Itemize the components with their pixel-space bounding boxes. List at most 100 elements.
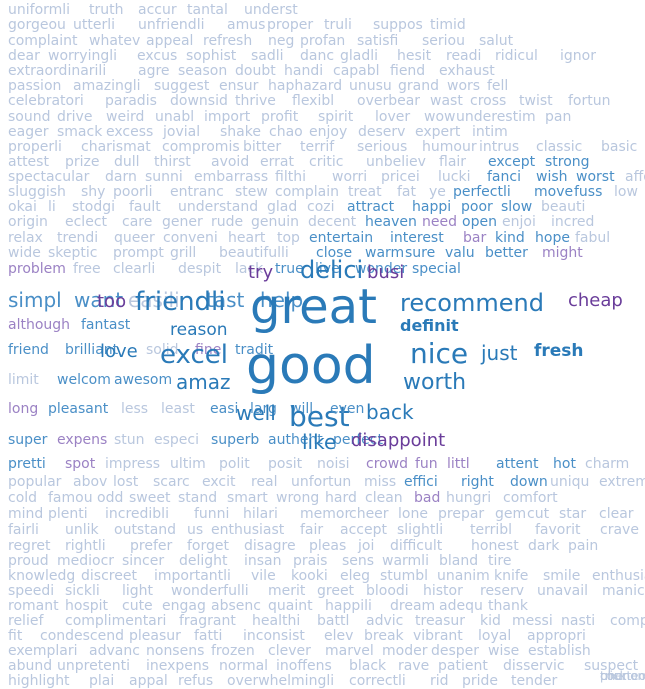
word-understand: understand <box>178 199 259 215</box>
word-appropri: appropri <box>527 628 586 644</box>
word-tantal: tantal <box>187 2 228 18</box>
word-thrive: thrive <box>235 93 276 109</box>
word-worri: worri <box>332 169 368 185</box>
word-suspect: suspect <box>584 658 639 674</box>
word-sadli: sadli <box>251 48 284 64</box>
word-rude: rude <box>211 214 244 230</box>
word-slow: slow <box>501 199 533 215</box>
word-fragrant: fragrant <box>179 613 236 629</box>
word-especi: especi <box>154 432 199 448</box>
word-healthi: healthi <box>252 613 301 629</box>
word-smile: smile <box>543 568 581 584</box>
word-easili: easili <box>128 288 180 312</box>
word-open: open <box>462 214 497 230</box>
word-extrem: extrem <box>599 474 645 490</box>
word-smack: smack <box>57 124 103 140</box>
word-fatti: fatti <box>194 628 223 644</box>
word-lover: lover <box>375 109 411 125</box>
word-delight: delight <box>179 553 228 569</box>
word-weird: weird <box>106 109 145 125</box>
word-incred: incred <box>551 214 595 230</box>
word-despit: despit <box>178 261 222 277</box>
word-manic: manic <box>602 583 645 599</box>
word-chao: chao <box>269 124 303 140</box>
word-bitter: bitter <box>243 139 282 155</box>
word-live: live <box>315 261 340 277</box>
word-right: right <box>461 474 494 490</box>
word-danc: danc <box>300 48 335 64</box>
word-spot: spot <box>65 456 96 472</box>
word-unlik: unlik <box>65 522 99 538</box>
word-okai: okai <box>8 199 37 215</box>
word-might: might <box>542 245 583 261</box>
word-hesit: hesit <box>397 48 432 64</box>
word-serious: serious <box>357 139 408 155</box>
word-stand: stand <box>178 490 218 506</box>
word-well: well <box>236 401 276 425</box>
word-jovial: jovial <box>163 124 201 140</box>
word-recommend: recommend <box>400 289 544 317</box>
word-thirst: thirst <box>154 154 191 170</box>
word-except: except <box>488 154 536 170</box>
word-lack: lack <box>235 261 264 277</box>
word-excit: excit <box>202 474 236 490</box>
word-condescend: condescend <box>40 628 124 644</box>
word-intim: intim <box>472 124 508 140</box>
word-pretti: pretti <box>8 456 46 472</box>
word-ignor: ignor <box>560 48 596 64</box>
word-appal: appal <box>129 673 168 689</box>
word-overbear: overbear <box>357 93 421 109</box>
word-greet: greet <box>317 583 355 599</box>
word-lost: lost <box>113 474 139 490</box>
word-knowledg: knowledg <box>8 568 76 584</box>
word-dear: dear <box>8 48 40 64</box>
word-advic: advic <box>366 613 404 629</box>
word-wors: wors <box>447 78 481 94</box>
word-compromis: compromis <box>162 139 240 155</box>
word-absenc: absenc <box>211 598 261 614</box>
word-bloodi: bloodi <box>366 583 409 599</box>
word-valu: valu <box>445 245 475 261</box>
word-tast: tast <box>206 288 245 312</box>
word-refresh: refresh <box>203 33 253 49</box>
word-effici: effici <box>404 474 438 490</box>
word-fabul: fabul <box>575 230 611 246</box>
word-odd: odd <box>97 490 124 506</box>
word-limit: limit <box>8 372 39 388</box>
word-forget: forget <box>187 538 229 554</box>
word-celebratori: celebratori <box>8 93 84 109</box>
word-utterli: utterli <box>73 17 115 33</box>
word-crave: crave <box>600 522 639 538</box>
word-warm: warm <box>365 245 405 261</box>
word-plenti: plenti <box>48 506 88 522</box>
word-love: love <box>100 341 138 362</box>
word-light: light <box>122 583 154 599</box>
word-exemplari: exemplari <box>8 643 78 659</box>
word-black: black <box>349 658 387 674</box>
word-refus: refus <box>178 673 214 689</box>
word-plai: plai <box>89 673 115 689</box>
word-attent: attent <box>496 456 539 472</box>
word-funni: funni <box>194 506 230 522</box>
word-back: back <box>366 400 414 424</box>
word-warmli: warmli <box>382 553 429 569</box>
word-knife: knife <box>494 568 529 584</box>
word-wonder: wonder <box>355 261 408 277</box>
word-difficult: difficult <box>390 538 443 554</box>
word-conveni: conveni <box>163 230 218 246</box>
word-spectacular: spectacular <box>8 169 90 185</box>
word-loyal: loyal <box>478 628 512 644</box>
word-hope: hope <box>535 230 570 246</box>
word-lucki: lucki <box>438 169 471 185</box>
word-gorgeou: gorgeou <box>8 17 66 33</box>
word-treat: treat <box>348 184 382 200</box>
word-worst: worst <box>576 169 615 185</box>
word-eleg: eleg <box>340 568 371 584</box>
word-fit: fit <box>8 628 23 644</box>
word-unabl: unabl <box>155 109 195 125</box>
word-dull: dull <box>114 154 140 170</box>
word-popular: popular <box>8 474 62 490</box>
word-lone: lone <box>398 506 428 522</box>
word-pain: pain <box>568 538 599 554</box>
